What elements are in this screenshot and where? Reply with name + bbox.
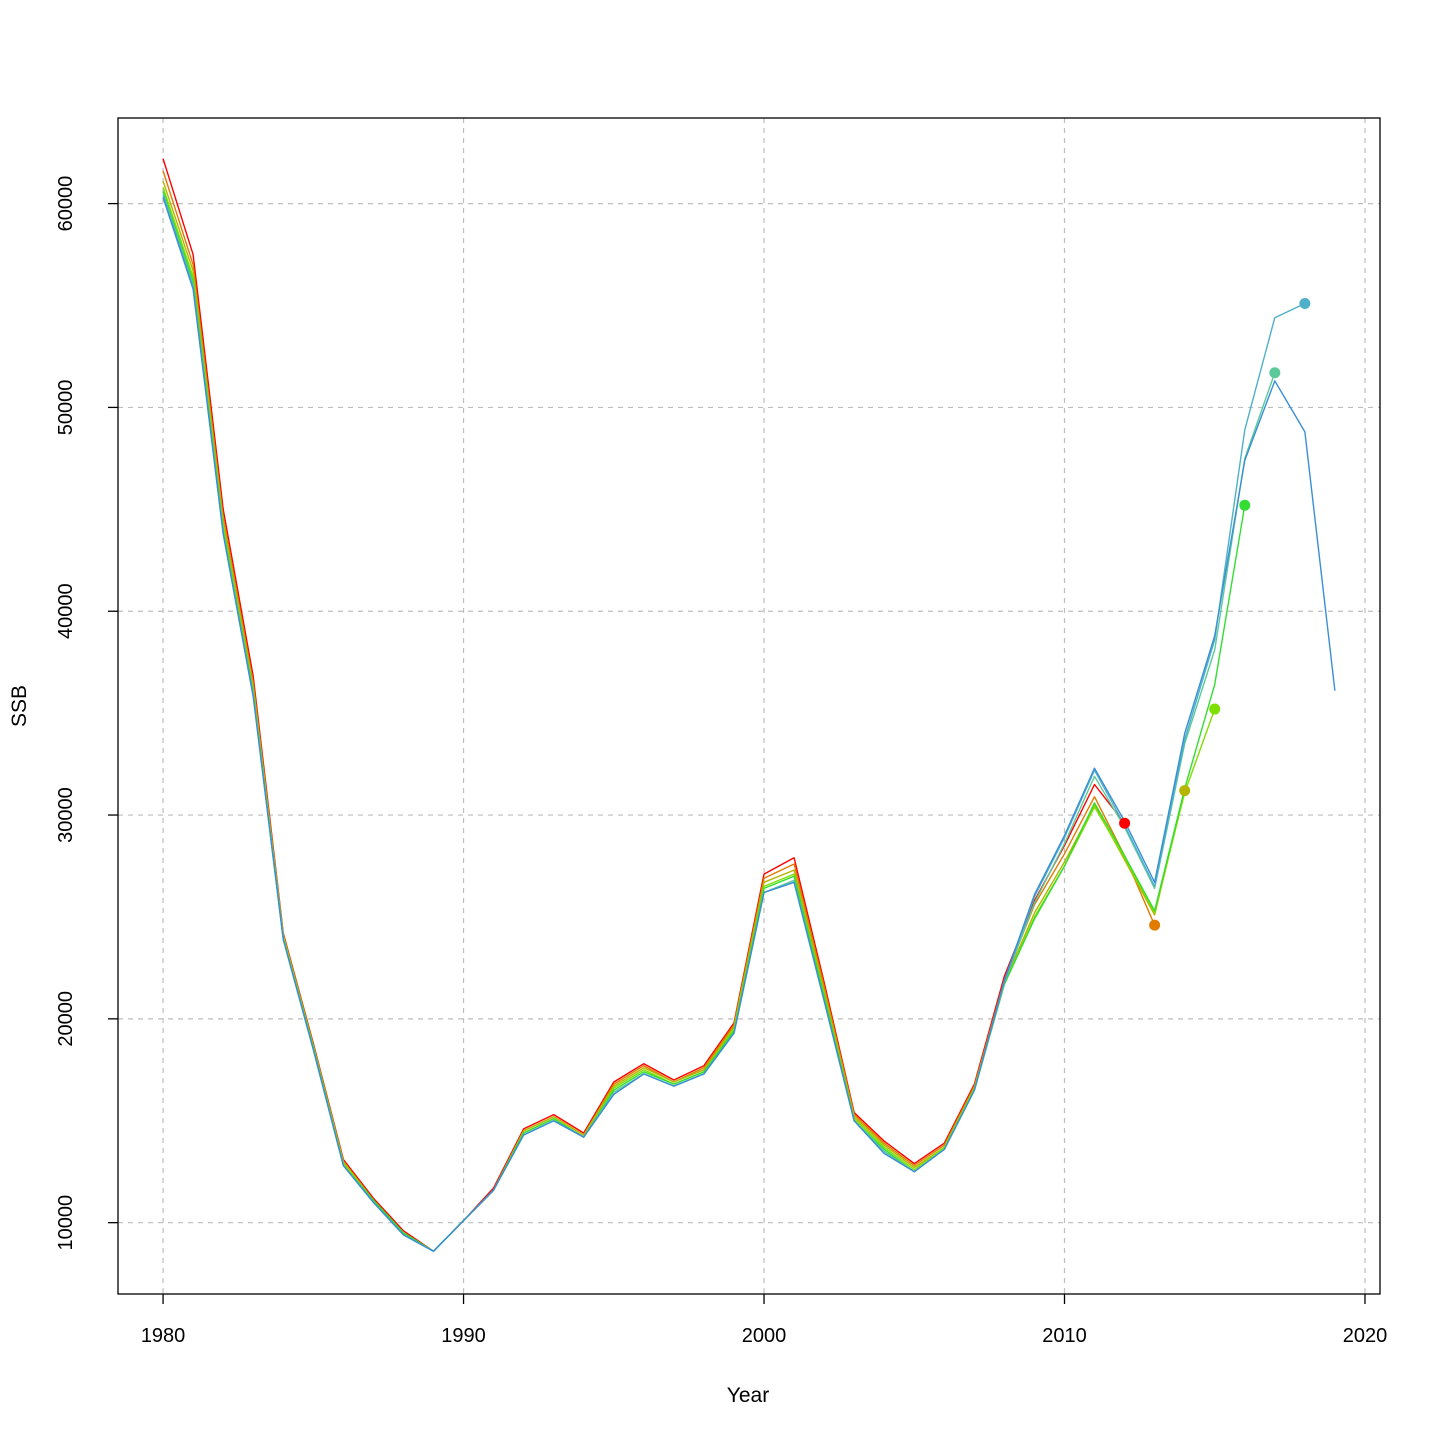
y-tick-label: 20000 — [55, 991, 77, 1047]
terminal-point — [1269, 367, 1281, 379]
x-axis: 1980 1990 2000 2010 2020 — [141, 1294, 1387, 1347]
y-tick-label: 50000 — [55, 380, 77, 436]
series-lines — [162, 158, 1336, 1252]
y-axis: 10000 20000 30000 40000 50000 60000 — [55, 176, 118, 1251]
series-line — [162, 197, 1336, 1252]
terminal-markers — [1119, 297, 1311, 931]
y-tick-label: 40000 — [55, 583, 77, 639]
y-tick-label: 10000 — [55, 1195, 77, 1251]
terminal-point — [1119, 817, 1131, 829]
series-line — [162, 158, 1126, 1252]
x-tick-label: 2020 — [1343, 1325, 1388, 1347]
terminal-point — [1299, 297, 1311, 309]
series-line — [162, 195, 1306, 1252]
y-tick-label: 60000 — [55, 176, 77, 232]
series-line — [162, 191, 1246, 1252]
plot-frame — [117, 117, 1381, 1295]
grid-lines — [118, 118, 1380, 1294]
terminal-point — [1209, 703, 1221, 715]
x-tick-label: 1990 — [441, 1325, 486, 1347]
terminal-point — [1179, 785, 1191, 797]
y-axis-label: SSB — [8, 685, 31, 727]
series-line — [162, 170, 1156, 1252]
terminal-point — [1149, 919, 1161, 931]
x-tick-label: 2010 — [1042, 1325, 1087, 1347]
x-tick-label: 2000 — [742, 1325, 787, 1347]
terminal-point — [1239, 499, 1251, 511]
series-line — [162, 180, 1186, 1252]
y-tick-label: 30000 — [55, 787, 77, 843]
series-line — [162, 193, 1276, 1252]
x-axis-label: Year — [727, 1384, 769, 1407]
series-line — [162, 187, 1216, 1252]
x-tick-label: 1980 — [141, 1325, 186, 1347]
